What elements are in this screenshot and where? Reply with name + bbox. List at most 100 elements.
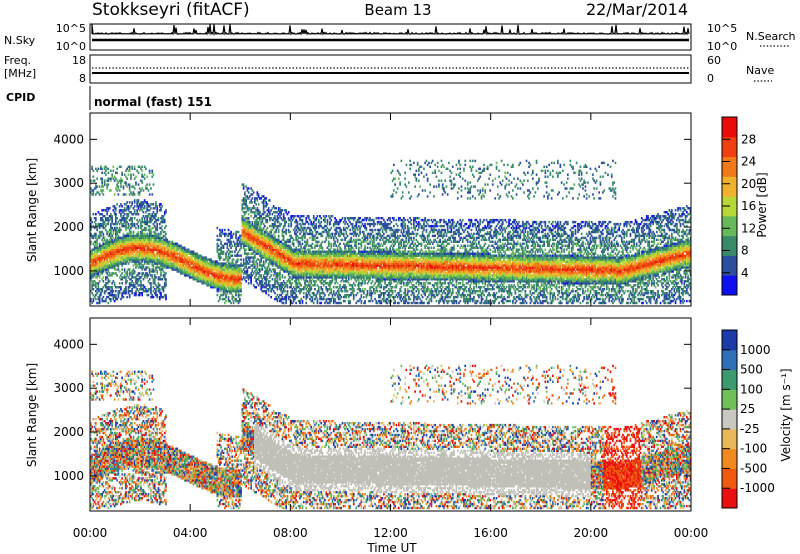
power-cell bbox=[108, 168, 110, 170]
power-cell bbox=[274, 235, 276, 237]
power-cell bbox=[138, 231, 140, 233]
power-cell bbox=[238, 258, 240, 260]
power-cell bbox=[294, 215, 296, 217]
power-cell bbox=[151, 193, 153, 195]
power-cell bbox=[218, 245, 220, 247]
power-cell bbox=[299, 241, 301, 243]
power-cell bbox=[322, 288, 324, 290]
power-cell bbox=[108, 172, 110, 174]
power-cell bbox=[113, 170, 115, 172]
power-cell bbox=[146, 176, 148, 178]
power-cell bbox=[151, 274, 153, 276]
power-cell bbox=[121, 172, 123, 174]
power-cell bbox=[129, 166, 131, 168]
power-cell bbox=[230, 231, 232, 233]
power-cell bbox=[165, 278, 167, 280]
power-cell bbox=[248, 187, 250, 189]
power-cell bbox=[313, 215, 315, 217]
power-cell bbox=[165, 294, 167, 296]
power-cell bbox=[155, 276, 157, 278]
power-cell bbox=[274, 215, 276, 217]
cpid-value: normal (fast) 151 bbox=[94, 95, 212, 109]
power-cell bbox=[93, 288, 95, 290]
power-cell bbox=[248, 217, 250, 219]
power-cell bbox=[258, 203, 260, 205]
power-cell bbox=[95, 217, 97, 219]
power-cell bbox=[114, 193, 116, 195]
power-cell bbox=[135, 181, 137, 183]
power-cell bbox=[307, 239, 309, 241]
power-cell bbox=[285, 221, 287, 223]
power-cell bbox=[303, 292, 305, 294]
power-cell bbox=[278, 235, 280, 237]
nave-tick-top: 60 bbox=[707, 54, 721, 67]
power-cell bbox=[165, 225, 167, 227]
nsky-series-line bbox=[92, 25, 689, 35]
power-cell bbox=[111, 286, 113, 288]
power-cell bbox=[134, 193, 136, 195]
power-cell bbox=[302, 219, 304, 221]
power-cell bbox=[153, 183, 155, 185]
power-cell bbox=[248, 213, 250, 215]
power-cell bbox=[135, 176, 137, 178]
power-cell bbox=[264, 211, 266, 213]
power-cell bbox=[269, 199, 271, 201]
power-cell bbox=[312, 243, 314, 245]
power-cell bbox=[309, 237, 311, 239]
nsky-tick-bottom: 10^0 bbox=[56, 40, 86, 53]
power-cell bbox=[104, 180, 106, 182]
power-cell bbox=[134, 166, 136, 168]
power-cell bbox=[156, 205, 158, 207]
power-cell bbox=[268, 294, 270, 296]
power-cell bbox=[317, 215, 319, 217]
power-cell bbox=[149, 170, 151, 172]
nsearch-tick-top: 10^5 bbox=[707, 22, 737, 35]
nsky-tick-top: 10^5 bbox=[56, 22, 86, 35]
power-cell bbox=[245, 249, 247, 251]
power-cell bbox=[224, 229, 226, 231]
power-cell bbox=[138, 172, 140, 174]
power-cell bbox=[239, 298, 241, 300]
power-cell bbox=[284, 290, 286, 292]
power-cell bbox=[134, 187, 136, 189]
power-cell bbox=[141, 166, 143, 168]
power-cell bbox=[269, 284, 271, 286]
power-cell bbox=[320, 302, 322, 304]
power-cell bbox=[245, 280, 247, 282]
power-cell bbox=[115, 213, 117, 215]
power-cell bbox=[258, 193, 260, 195]
power-cell bbox=[217, 235, 219, 237]
power-cell bbox=[108, 183, 110, 185]
power-cell bbox=[317, 237, 319, 239]
power-cell bbox=[320, 221, 322, 223]
power-cell bbox=[255, 286, 257, 288]
power-cell bbox=[146, 183, 148, 185]
freq-panel-frame bbox=[90, 55, 691, 83]
power-cell bbox=[116, 168, 118, 170]
power-cell bbox=[270, 296, 272, 298]
power-cell bbox=[131, 166, 133, 168]
power-cell bbox=[121, 272, 123, 274]
power-cell bbox=[297, 221, 299, 223]
power-cell bbox=[124, 268, 126, 270]
date-label: 22/Mar/2014 bbox=[586, 0, 688, 19]
power-cell bbox=[120, 229, 122, 231]
power-cell bbox=[285, 209, 287, 211]
power-cell bbox=[134, 223, 136, 225]
power-cell bbox=[126, 280, 128, 282]
power-cell bbox=[99, 193, 101, 195]
power-cell bbox=[284, 276, 286, 278]
power-cell bbox=[159, 284, 161, 286]
power-cell bbox=[318, 286, 320, 288]
power-cell bbox=[150, 187, 152, 189]
power-cell bbox=[126, 178, 128, 180]
power-cell bbox=[248, 191, 250, 193]
power-cell bbox=[156, 223, 158, 225]
power-cell bbox=[123, 185, 125, 187]
power-cell bbox=[232, 245, 234, 247]
power-cell bbox=[101, 168, 103, 170]
power-cell bbox=[220, 241, 222, 243]
power-cell bbox=[240, 258, 242, 260]
power-cell bbox=[275, 207, 277, 209]
power-cell bbox=[160, 292, 162, 294]
